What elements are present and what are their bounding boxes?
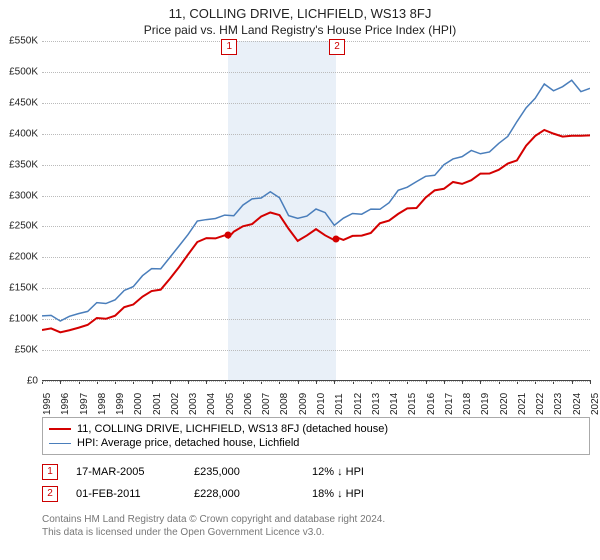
page-subtitle: Price paid vs. HM Land Registry's House … [0, 21, 600, 41]
y-tick-label: £450K [0, 97, 38, 108]
x-tick-label: 2005 [225, 393, 236, 415]
x-tick-label: 2001 [152, 393, 163, 415]
y-tick-label: £300K [0, 190, 38, 201]
x-tick-label: 2002 [170, 393, 181, 415]
y-tick-label: £100K [0, 314, 38, 325]
legend-swatch [49, 443, 71, 444]
x-tick-label: 2003 [188, 393, 199, 415]
x-tick-label: 2022 [535, 393, 546, 415]
x-tick-label: 1997 [79, 393, 90, 415]
y-tick-label: £50K [0, 345, 38, 356]
x-tick-label: 2024 [572, 393, 583, 415]
sale-price: £235,000 [194, 466, 294, 478]
sale-marker-1: 1 [221, 39, 237, 55]
y-tick-label: £150K [0, 283, 38, 294]
legend-row: HPI: Average price, detached house, Lich… [49, 436, 583, 450]
x-tick-label: 2014 [389, 393, 400, 415]
sale-date: 01-FEB-2011 [76, 488, 176, 500]
sale-price: £228,000 [194, 488, 294, 500]
footer-line: This data is licensed under the Open Gov… [42, 526, 590, 539]
plot-area: £0£50K£100K£150K£200K£250K£300K£350K£400… [42, 41, 590, 381]
x-tick-label: 2019 [480, 393, 491, 415]
x-tick-label: 2010 [316, 393, 327, 415]
y-tick-label: £500K [0, 66, 38, 77]
gridline [42, 381, 590, 382]
x-tick-label: 2009 [298, 393, 309, 415]
footer: Contains HM Land Registry data © Crown c… [42, 513, 590, 539]
y-tick-label: £0 [0, 376, 38, 387]
x-tick-label: 2011 [334, 393, 345, 415]
series-hpi [42, 80, 590, 321]
x-tick-label: 1995 [42, 393, 53, 415]
x-tick-label: 2023 [553, 393, 564, 415]
x-tick-label: 1999 [115, 393, 126, 415]
footer-line: Contains HM Land Registry data © Crown c… [42, 513, 590, 526]
page-title: 11, COLLING DRIVE, LICHFIELD, WS13 8FJ [0, 0, 600, 21]
x-tick-label: 2015 [407, 393, 418, 415]
y-tick-label: £250K [0, 221, 38, 232]
legend-label: HPI: Average price, detached house, Lich… [77, 437, 299, 449]
x-tick-label: 1996 [60, 393, 71, 415]
y-tick-label: £400K [0, 128, 38, 139]
x-tick-label: 2000 [133, 393, 144, 415]
x-tick-label: 2012 [353, 393, 364, 415]
x-tick-label: 2007 [261, 393, 272, 415]
sale-row: 2 01-FEB-2011 £228,000 18% ↓ HPI [42, 483, 590, 505]
x-tick-label: 2021 [517, 393, 528, 415]
x-tick-label: 2016 [426, 393, 437, 415]
x-tick-label: 2004 [206, 393, 217, 415]
legend-swatch [49, 428, 71, 430]
chart: £0£50K£100K£150K£200K£250K£300K£350K£400… [42, 41, 590, 381]
sale-delta: 12% ↓ HPI [312, 466, 412, 478]
legend-label: 11, COLLING DRIVE, LICHFIELD, WS13 8FJ (… [77, 423, 388, 435]
sale-dot-1 [225, 231, 232, 238]
y-tick-label: £350K [0, 159, 38, 170]
chart-lines [42, 41, 590, 380]
x-tick-label: 2006 [243, 393, 254, 415]
sale-marker-inline: 2 [42, 486, 58, 502]
legend-row: 11, COLLING DRIVE, LICHFIELD, WS13 8FJ (… [49, 422, 583, 436]
x-tick-label: 2025 [590, 393, 600, 415]
sale-marker-2: 2 [329, 39, 345, 55]
x-tick-label: 2018 [462, 393, 473, 415]
sale-row: 1 17-MAR-2005 £235,000 12% ↓ HPI [42, 461, 590, 483]
x-tick-label: 1998 [97, 393, 108, 415]
sale-marker-inline: 1 [42, 464, 58, 480]
x-tick-label: 2017 [444, 393, 455, 415]
sale-delta: 18% ↓ HPI [312, 488, 412, 500]
x-tick-label: 2008 [279, 393, 290, 415]
series-price_paid [42, 130, 590, 332]
sale-date: 17-MAR-2005 [76, 466, 176, 478]
y-tick-label: £200K [0, 252, 38, 263]
y-tick-label: £550K [0, 36, 38, 47]
x-tick-label: 2020 [499, 393, 510, 415]
x-tick-label: 2013 [371, 393, 382, 415]
legend: 11, COLLING DRIVE, LICHFIELD, WS13 8FJ (… [42, 417, 590, 455]
sale-dot-2 [333, 236, 340, 243]
x-tick [590, 380, 591, 384]
sales-table: 1 17-MAR-2005 £235,000 12% ↓ HPI 2 01-FEB-201… [42, 461, 590, 505]
